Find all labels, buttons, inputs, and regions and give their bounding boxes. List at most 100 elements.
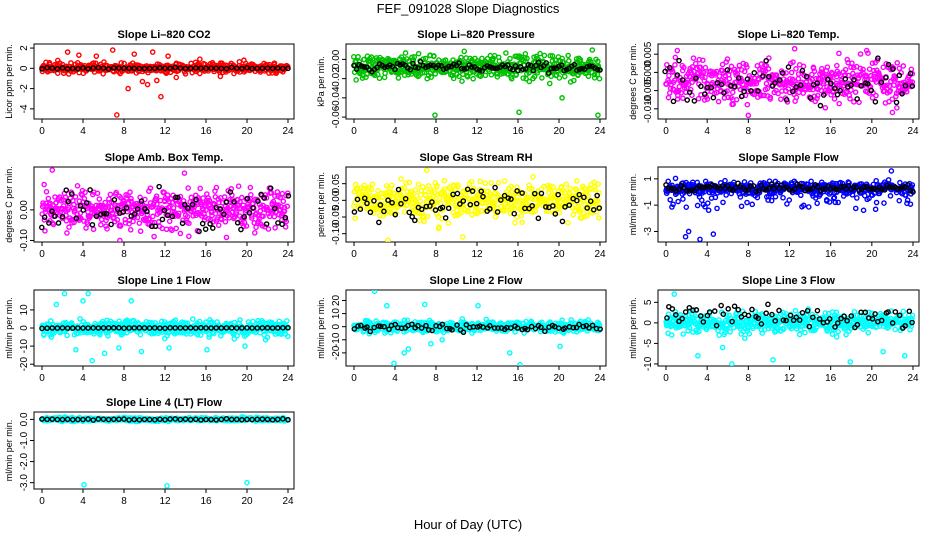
reference-point (902, 82, 909, 89)
data-point (377, 212, 383, 219)
reference-point (59, 213, 66, 220)
y-tick-label: 10 (331, 308, 342, 320)
reference-point (114, 206, 121, 212)
reference-point (454, 322, 460, 328)
data-point (907, 201, 914, 207)
panel-title: Slope Sample Flow (738, 152, 839, 164)
data-point (522, 50, 529, 57)
data-point (385, 237, 391, 242)
data-point (118, 60, 125, 66)
y-tick-label: -10 (19, 338, 30, 353)
data-point (680, 196, 686, 202)
plot-frame (345, 289, 607, 367)
data-point (114, 112, 120, 118)
data-point (243, 223, 250, 229)
data-point (773, 72, 780, 78)
reference-point (259, 325, 266, 331)
data-point (372, 72, 378, 79)
data-points (663, 168, 916, 242)
reference-point (196, 228, 202, 235)
reference-point (364, 324, 370, 330)
reference-point (814, 80, 820, 86)
data-point (568, 317, 574, 323)
data-point (441, 186, 448, 192)
data-point (724, 56, 731, 62)
reference-point (192, 325, 199, 331)
data-point (577, 206, 583, 213)
reference-point (668, 186, 674, 192)
panel-title: Slope Amb. Box Temp. (105, 152, 224, 164)
panel-title: Slope Line 1 Flow (118, 275, 211, 287)
reference-point (69, 325, 76, 331)
data-point (242, 343, 248, 349)
data-point (233, 209, 240, 215)
data-point (41, 217, 48, 223)
chart-panel-4: Slope Amb. Box Temp.0 4 8 12 16 20 24-0.100.00… (4, 152, 295, 260)
data-point (415, 50, 422, 57)
data-point (573, 178, 580, 184)
data-point (846, 92, 853, 99)
x-tick-label: 20 (866, 126, 878, 137)
x-tick-label: 24 (282, 373, 294, 384)
reference-point (745, 187, 752, 193)
reference-point (105, 325, 112, 331)
data-point (93, 53, 100, 59)
data-point (103, 223, 109, 229)
data-point (363, 74, 369, 80)
y-tick-label: -0.005 (643, 76, 654, 105)
data-point (863, 47, 870, 54)
reference-point (406, 209, 413, 216)
data-point (845, 72, 852, 79)
reference-point (439, 204, 446, 211)
reference-point (167, 65, 173, 72)
reference-point (64, 65, 71, 72)
reference-point (691, 98, 698, 104)
reference-point (497, 197, 504, 203)
reference-point (508, 196, 514, 202)
data-point (524, 201, 531, 207)
x-tick-label: 16 (512, 126, 524, 137)
reference-point (530, 67, 537, 74)
reference-point (64, 325, 71, 331)
plot-frame (657, 43, 920, 120)
data-point (432, 112, 438, 118)
reference-point (576, 66, 583, 73)
data-point (459, 234, 466, 240)
data-point (903, 192, 909, 198)
data-points (351, 167, 603, 242)
reference-point (280, 324, 286, 331)
data-point (268, 319, 275, 326)
data-point (726, 75, 733, 82)
reference-point (208, 325, 214, 331)
reference-point (136, 325, 143, 331)
data-point (705, 207, 712, 214)
reference-point (438, 63, 444, 69)
data-point (169, 227, 175, 234)
reference-point (807, 186, 813, 192)
reference-point (218, 325, 225, 331)
reference-point (435, 62, 442, 69)
chart-panel-3: Slope Li–820 Temp.0 4 8 12 16 20 24-0.010-0.00… (628, 29, 920, 137)
data-point (181, 170, 188, 176)
reference-point (377, 202, 384, 208)
data-point (235, 183, 242, 189)
reference-point (59, 325, 66, 331)
reference-point (244, 195, 251, 202)
x-tick-label: 20 (241, 126, 253, 137)
data-point (107, 191, 114, 198)
data-point (704, 96, 711, 102)
reference-point (796, 183, 803, 189)
data-point (437, 195, 443, 201)
data-point (248, 215, 255, 221)
y-tick-label: 1 (643, 176, 654, 182)
data-point (98, 221, 104, 228)
y-tick-label: 0 (19, 325, 30, 331)
data-point (886, 83, 893, 89)
data-point (712, 194, 719, 201)
data-point (283, 318, 290, 324)
x-tick-label: 0 (351, 373, 357, 384)
y-axis-label: degrees C per min. (4, 166, 14, 243)
reference-point (710, 94, 717, 101)
data-point (691, 68, 697, 75)
y-tick-label: 0.00 (331, 49, 342, 69)
